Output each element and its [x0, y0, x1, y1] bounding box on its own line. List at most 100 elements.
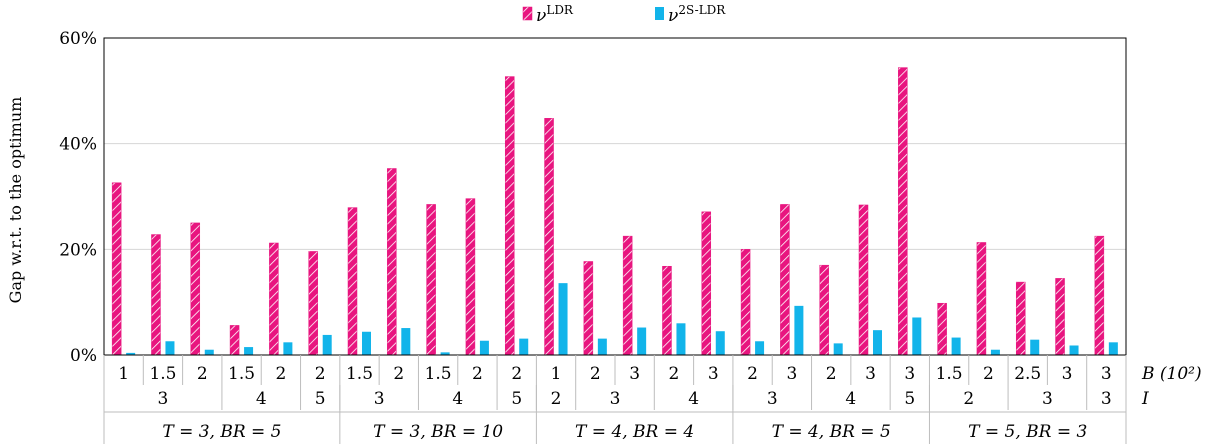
bar-ldr — [111, 182, 122, 356]
bar-2s-ldr — [637, 327, 647, 355]
b-tick-label: 1.5 — [149, 364, 176, 384]
legend: νLDR ν2S-LDR — [522, 3, 726, 26]
i-tick-label: 4 — [452, 389, 463, 409]
b-tick-label: 2 — [983, 364, 994, 384]
b-tick-label: 1.5 — [228, 364, 255, 384]
b-tick-label: 2 — [315, 364, 326, 384]
bar-ldr — [347, 207, 358, 356]
x-axis-name-i: I — [1141, 389, 1149, 409]
bar-2s-ldr — [126, 352, 136, 355]
bar-2s-ldr — [912, 317, 922, 355]
bar-ldr — [976, 242, 987, 356]
bar-2s-ldr — [676, 323, 686, 355]
b-tick-label: 3 — [904, 364, 915, 384]
bar-ldr — [426, 204, 436, 356]
i-tick-label: 5 — [315, 389, 326, 409]
b-tick-label: 3 — [629, 364, 640, 384]
bar-ldr — [269, 242, 279, 356]
bars — [111, 67, 1118, 356]
gridlines — [104, 143, 1126, 250]
bar-ldr — [662, 265, 672, 356]
bar-ldr — [544, 118, 554, 356]
bar-2s-ldr — [951, 337, 961, 355]
y-tick-label: 20% — [59, 240, 97, 260]
t-group-label: T = 4, BR = 5 — [772, 422, 891, 442]
i-tick-label: 2 — [551, 389, 562, 409]
bar-ldr — [190, 222, 201, 356]
x-tick-labels: 1 1.5 2 1.5 2 2 1.5 2 1.5 2 2 1 2 3 2 3 2 3 2 3 3 1.5 2 2.5 3 33 4… — [103, 355, 1127, 444]
i-tick-label: 4 — [256, 389, 267, 409]
bar-2s-ldr — [833, 343, 843, 355]
b-tick-label: 3 — [1062, 364, 1073, 384]
bar-ldr — [858, 204, 869, 356]
bar-ldr — [819, 264, 829, 356]
bar-ldr — [1055, 278, 1065, 356]
bar-ldr — [1015, 281, 1026, 356]
bar-2s-ldr — [479, 340, 489, 355]
bar-2s-ldr — [440, 352, 450, 355]
i-tick-label: 3 — [1042, 389, 1053, 409]
bar-ldr — [504, 76, 515, 356]
i-tick-label: 5 — [511, 389, 522, 409]
bar-2s-ldr — [244, 347, 254, 355]
legend-symbol: ν — [668, 6, 678, 26]
b-tick-label: 1.5 — [425, 364, 452, 384]
bar-2s-ldr — [1108, 342, 1118, 355]
bar-2s-ldr — [283, 342, 293, 355]
legend-swatch-ldr — [522, 6, 533, 21]
legend-superscript: LDR — [546, 3, 574, 17]
bar-2s-ldr — [794, 305, 804, 355]
y-axis-title: Gap w.r.t. to the optimum — [6, 97, 25, 304]
bar-ldr — [937, 302, 947, 356]
bar-ldr — [465, 198, 476, 356]
i-tick-label: 3 — [767, 389, 778, 409]
legend-label-ldr: νLDR — [536, 3, 574, 26]
bar-2s-ldr — [990, 349, 1000, 355]
b-tick-label: 3 — [786, 364, 797, 384]
bar-2s-ldr — [1030, 339, 1040, 355]
bar-ldr — [622, 235, 633, 356]
b-tick-label: 2 — [590, 364, 601, 384]
i-tick-label: 5 — [904, 389, 915, 409]
bar-2s-ldr — [322, 334, 332, 355]
b-tick-label: 1 — [551, 364, 562, 384]
legend-superscript: 2S-LDR — [678, 3, 726, 17]
bar-ldr — [740, 249, 751, 356]
y-tick-label: 0% — [70, 346, 97, 366]
bar-2s-ldr — [873, 330, 882, 355]
t-group-label: T = 3, BR = 5 — [162, 422, 281, 442]
legend-label-2s-ldr: ν2S-LDR — [668, 3, 726, 26]
bar-ldr — [151, 234, 161, 356]
bar-2s-ldr — [165, 341, 175, 355]
t-group-label: T = 5, BR = 3 — [968, 422, 1087, 442]
bar-2s-ldr — [519, 338, 529, 355]
b-tick-label: 2 — [826, 364, 837, 384]
b-tick-label: 2 — [669, 364, 680, 384]
bar-ldr — [387, 168, 397, 356]
y-tick-labels: 0% 20% 40% 60% — [59, 29, 97, 366]
b-tick-label: 3 — [1101, 364, 1112, 384]
bar-ldr — [229, 325, 240, 356]
bar-ldr — [1094, 235, 1105, 356]
b-tick-label: 3 — [865, 364, 876, 384]
i-tick-label: 3 — [158, 389, 169, 409]
i-tick-label: 3 — [374, 389, 385, 409]
bar-ldr — [701, 211, 712, 356]
b-tick-label: 2 — [472, 364, 483, 384]
t-group-label: T = 3, BR = 10 — [373, 422, 503, 442]
b-tick-label: 2 — [747, 364, 758, 384]
b-tick-label: 2.5 — [1014, 364, 1041, 384]
t-group-label: T = 4, BR = 4 — [575, 422, 694, 442]
x-axis-name-b: B (10²) — [1141, 364, 1202, 384]
bar-2s-ldr — [558, 283, 568, 355]
b-tick-label: 1.5 — [936, 364, 963, 384]
i-tick-label: 4 — [688, 389, 699, 409]
bar-2s-ldr — [1069, 345, 1079, 355]
plot-border — [103, 37, 1127, 356]
bar-2s-ldr — [401, 328, 411, 355]
bar-ldr — [583, 261, 594, 356]
b-tick-label: 2 — [197, 364, 208, 384]
bar-2s-ldr — [597, 338, 607, 355]
bar-2s-ldr — [362, 331, 371, 355]
